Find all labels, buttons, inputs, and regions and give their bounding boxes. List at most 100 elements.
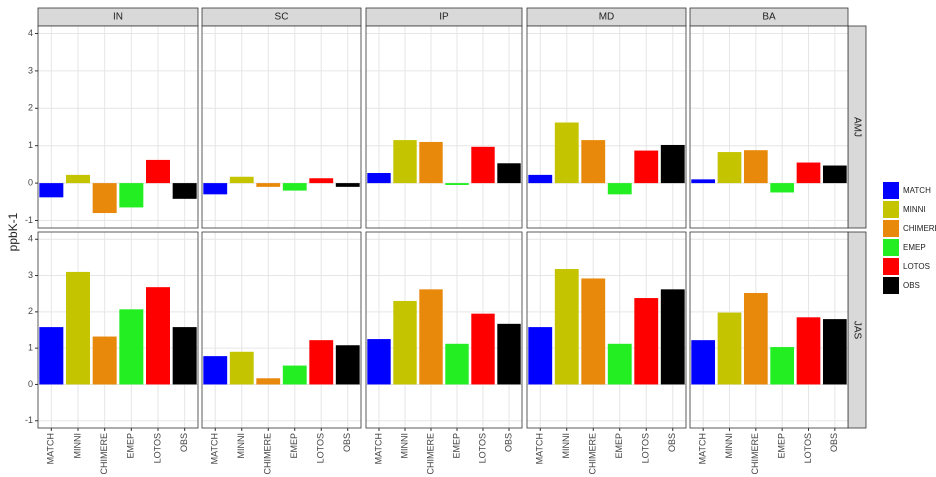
panel-border [365, 25, 523, 229]
x-tick-label: MINNI [399, 433, 409, 459]
bar [528, 327, 553, 385]
y-tick-label: 2 [28, 306, 33, 316]
bar [419, 141, 443, 184]
row-label: AMJ [851, 117, 862, 137]
bar [419, 289, 443, 385]
legend-key [883, 182, 899, 199]
bar [309, 178, 334, 184]
x-tick-label: MATCH [210, 433, 220, 464]
x-tick-label: CHIMERE [263, 433, 273, 475]
panel [527, 232, 686, 428]
x-tick-label: OBS [179, 433, 189, 452]
bar [581, 140, 606, 184]
x-tick-label: OBS [342, 433, 352, 452]
panel-border [37, 231, 199, 429]
bar [634, 298, 659, 385]
bar [607, 183, 632, 195]
x-tick-label: CHIMERE [425, 433, 435, 475]
bar [92, 183, 117, 214]
panel [366, 26, 522, 228]
bar [497, 323, 521, 385]
panel-border [37, 25, 199, 229]
y-tick-label: 4 [28, 234, 33, 244]
bar [554, 269, 579, 385]
x-tick-label: OBS [667, 433, 677, 452]
column-label: MD [599, 12, 615, 23]
x-tick-label: OBS [829, 433, 839, 452]
bar [256, 378, 281, 385]
panel [202, 26, 361, 228]
bar [581, 278, 606, 385]
bar [229, 176, 254, 184]
x-tick-label: MATCH [373, 433, 383, 464]
legend-label: MATCH [903, 186, 931, 195]
panel [690, 232, 848, 428]
panel [38, 26, 198, 228]
bar [119, 183, 144, 208]
panel [366, 232, 522, 428]
y-tick-label: 0 [28, 379, 33, 389]
x-tick-label: LOTOS [316, 433, 326, 463]
legend-label: MINNI [903, 205, 926, 214]
x-tick-label: EMEP [126, 433, 136, 459]
bar [367, 173, 391, 184]
x-tick-label: OBS [503, 433, 513, 452]
x-tick-label: LOTOS [641, 433, 651, 463]
bar [660, 289, 685, 385]
bar [796, 162, 821, 184]
bar [309, 340, 334, 385]
bar [203, 183, 228, 195]
panel-border [689, 231, 849, 429]
bar [634, 150, 659, 184]
bar [770, 347, 795, 385]
bar [119, 309, 144, 385]
y-tick-label: 3 [28, 65, 33, 75]
y-tick-label: 3 [28, 270, 33, 280]
legend-key [883, 239, 899, 256]
panel-border [365, 231, 523, 429]
y-tick-label: 0 [28, 177, 33, 187]
x-tick-label: LOTOS [803, 433, 813, 463]
legend-label: LOTOS [903, 262, 930, 271]
legend-key [883, 258, 899, 275]
bar [393, 300, 417, 385]
x-tick-label: CHIMERE [99, 433, 109, 475]
x-tick-label: MINNI [236, 433, 246, 459]
bar [203, 356, 228, 385]
bar [172, 183, 197, 199]
bar [367, 339, 391, 385]
panel-border [201, 25, 362, 229]
bar [607, 343, 632, 385]
column-label: SC [275, 12, 289, 23]
bar [39, 183, 64, 198]
x-tick-label: EMEP [614, 433, 624, 459]
bar [660, 144, 685, 184]
y-axis-label: ppbK-1 [6, 212, 20, 251]
x-tick-label: CHIMERE [588, 433, 598, 475]
x-tick-label: MATCH [698, 433, 708, 464]
column-label: BA [762, 12, 776, 23]
bar [172, 327, 197, 385]
x-tick-label: CHIMERE [750, 433, 760, 475]
legend-key [883, 201, 899, 218]
bar [335, 345, 360, 385]
panel [690, 26, 848, 228]
bar [691, 340, 716, 385]
bar [146, 287, 170, 385]
legend-key [883, 220, 899, 237]
legend-label: CHIMERE [903, 224, 936, 233]
bar [393, 140, 417, 184]
bar [92, 336, 117, 385]
panel [202, 232, 361, 428]
legend-key [883, 277, 899, 294]
x-tick-label: LOTOS [152, 433, 162, 463]
panel [527, 26, 686, 228]
panel-border [526, 231, 687, 429]
bar [497, 163, 521, 184]
bar [471, 313, 495, 385]
y-tick-label: 2 [28, 103, 33, 113]
legend-label: OBS [903, 281, 920, 290]
bar [717, 312, 742, 385]
x-tick-label: MATCH [535, 433, 545, 464]
